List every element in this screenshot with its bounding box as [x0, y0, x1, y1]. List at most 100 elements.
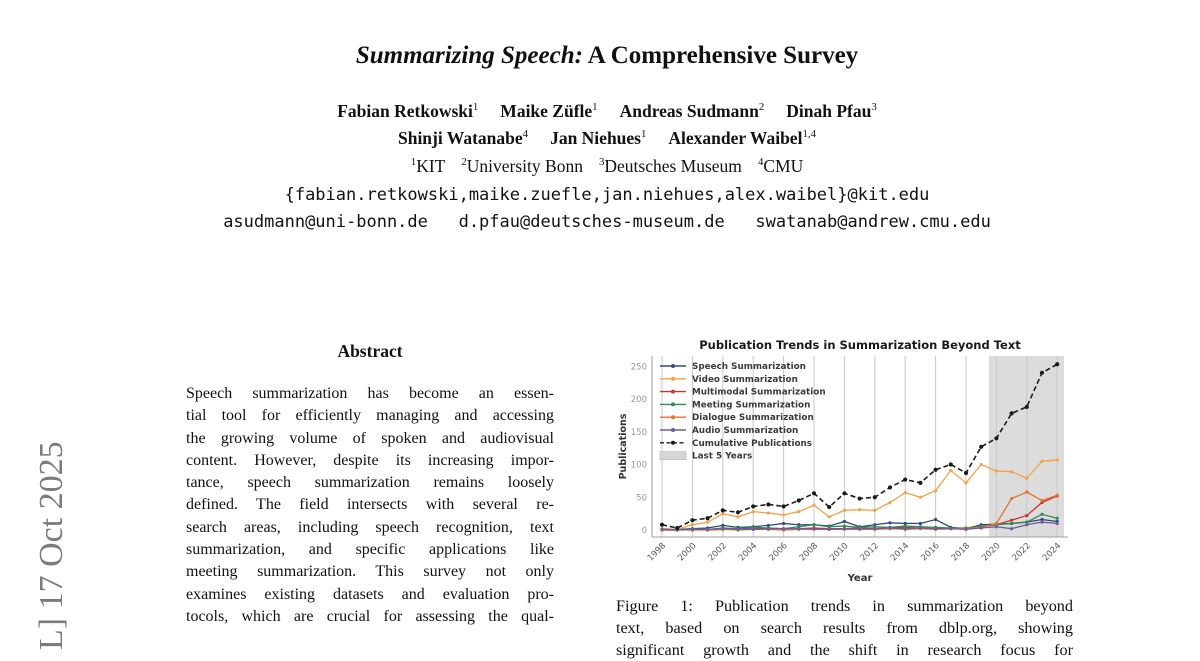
affiliation: 3Deutsches Museum — [598, 156, 742, 176]
marker-audio-summarization — [949, 527, 953, 531]
abstract-line: search areas, including speech recogniti… — [186, 518, 554, 536]
marker-cumulative-publications — [994, 436, 999, 441]
legend-label: Speech Summarization — [692, 362, 806, 372]
authors-row-2: Shinji Watanabe4 Jan Niehues1 Alexander Wa… — [7, 128, 1200, 149]
author-name: Shinji Watanabe4 — [397, 128, 529, 148]
affiliation: 1KIT — [410, 156, 446, 176]
marker-audio-summarization — [888, 526, 892, 530]
marker-speech-summarization — [934, 517, 938, 522]
marker-speech-summarization — [766, 523, 770, 528]
caption-line: text, based on search results from dblp.… — [616, 618, 1073, 637]
marker-cumulative-publications — [751, 504, 756, 509]
email-line-2: asudmann@uni-bonn.de d.pfau@deutsches-mu… — [223, 212, 991, 232]
marker-cumulative-publications — [963, 470, 969, 476]
marker-speech-summarization — [721, 523, 725, 528]
marker-meeting-summarization — [1055, 516, 1059, 520]
legend-marker — [671, 428, 675, 432]
marker-audio-summarization — [766, 527, 770, 531]
marker-cumulative-publications — [1009, 411, 1014, 416]
legend-label: Last 5 Years — [692, 452, 752, 462]
marker-cumulative-publications — [933, 467, 938, 472]
marker-video-summarization — [1010, 470, 1014, 474]
x-tick-label: 2024 — [1041, 541, 1063, 563]
marker-cumulative-publications — [675, 525, 680, 531]
x-tick-label: 2020 — [980, 541, 1002, 563]
legend-label: Dialogue Summarization — [692, 413, 814, 423]
figure-1-caption: Figure 1: Publication trends in summariz… — [616, 596, 1073, 661]
marker-audio-summarization — [1055, 521, 1059, 526]
author-name: Fabian Retkowski1 — [337, 101, 479, 121]
y-tick-label: 50 — [636, 493, 647, 503]
marker-meeting-summarization — [903, 524, 907, 528]
page-title: Summarizing Speech: A Comprehensive Surv… — [7, 42, 1200, 70]
abstract-line: examines existing datasets and evaluatio… — [186, 585, 554, 603]
marker-multimodal-summarization — [1025, 513, 1029, 518]
marker-audio-summarization — [842, 527, 846, 531]
page-title-rest: A Comprehensive Survey — [582, 42, 859, 69]
marker-speech-summarization — [1040, 517, 1044, 522]
x-tick-label: 2022 — [1011, 541, 1033, 563]
marker-audio-summarization — [994, 525, 998, 529]
x-tick-label: 2008 — [798, 541, 820, 563]
marker-meeting-summarization — [1025, 520, 1029, 524]
chart-legend: Speech Summarization Video Summarization M… — [659, 362, 826, 462]
marker-video-summarization — [979, 462, 983, 467]
legend-marker — [671, 415, 675, 420]
abstract-line: summarization, and specific applications… — [186, 541, 554, 559]
affiliation: 2University Bonn — [461, 156, 583, 176]
marker-video-summarization — [782, 513, 786, 517]
marker-video-summarization — [1055, 458, 1059, 462]
marker-speech-summarization — [842, 519, 846, 524]
legend-shade-swatch — [659, 451, 687, 460]
marker-cumulative-publications — [1024, 404, 1029, 409]
marker-dialogue-summarization — [994, 521, 998, 526]
marker-cumulative-publications — [1039, 370, 1045, 375]
marker-audio-summarization — [827, 527, 831, 531]
marker-video-summarization — [918, 495, 922, 499]
marker-dialogue-summarization — [1040, 498, 1044, 503]
marker-video-summarization — [873, 508, 877, 512]
author-name: Alexander Waibel1,4 — [668, 128, 816, 148]
arxiv-watermark: L] 17 Oct 2025 — [33, 441, 70, 650]
marker-cumulative-publications — [1055, 362, 1060, 367]
marker-audio-summarization — [979, 526, 983, 530]
marker-video-summarization — [827, 515, 831, 519]
marker-cumulative-publications — [735, 510, 741, 515]
legend-label: Video Summarization — [692, 375, 798, 385]
marker-speech-summarization — [888, 521, 892, 525]
abstract-heading: Abstract — [337, 341, 403, 361]
x-tick-label: 2014 — [889, 541, 911, 563]
marker-meeting-summarization — [1040, 512, 1044, 516]
legend-label: Audio Summarization — [692, 426, 798, 436]
x-tick-label: 2000 — [676, 541, 698, 563]
figure-1: 0 50 100 150 200 250 1998 2000 2002 2004 2006 2008 2… — [614, 336, 1074, 592]
marker-audio-summarization — [706, 527, 710, 531]
page-title-italic: Summarizing Speech: — [355, 42, 583, 69]
legend-label: Cumulative Publications — [692, 439, 812, 449]
x-tick-label: 2018 — [950, 541, 972, 563]
marker-video-summarization — [858, 508, 862, 512]
y-tick-label: 0 — [642, 526, 647, 536]
marker-video-summarization — [766, 511, 770, 515]
y-tick-label: 100 — [631, 461, 647, 471]
marker-speech-summarization — [782, 521, 786, 526]
author-name: Andreas Sudmann2 — [619, 101, 765, 121]
marker-speech-summarization — [903, 521, 907, 526]
marker-audio-summarization — [797, 527, 801, 531]
marker-audio-summarization — [736, 527, 740, 531]
abstract-line: tocols, which are crucial for assessing … — [186, 607, 554, 625]
marker-cumulative-publications — [659, 522, 665, 527]
author-name: Maike Züfle1 — [500, 101, 598, 121]
marker-cumulative-publications — [690, 518, 695, 523]
marker-audio-summarization — [858, 527, 862, 531]
marker-video-summarization — [797, 510, 801, 514]
email-line-1: {fabian.retkowski,maike.zuefle,jan.niehu… — [284, 185, 930, 205]
marker-audio-summarization — [1010, 527, 1014, 531]
abstract-text: Speech summarization has become an essen… — [186, 383, 554, 628]
marker-dialogue-summarization — [1025, 490, 1029, 494]
marker-dialogue-summarization — [1055, 493, 1059, 497]
legend-marker — [671, 364, 675, 368]
y-tick-label: 200 — [631, 395, 647, 405]
marker-video-summarization — [736, 515, 740, 519]
marker-dialogue-summarization — [1010, 496, 1014, 501]
